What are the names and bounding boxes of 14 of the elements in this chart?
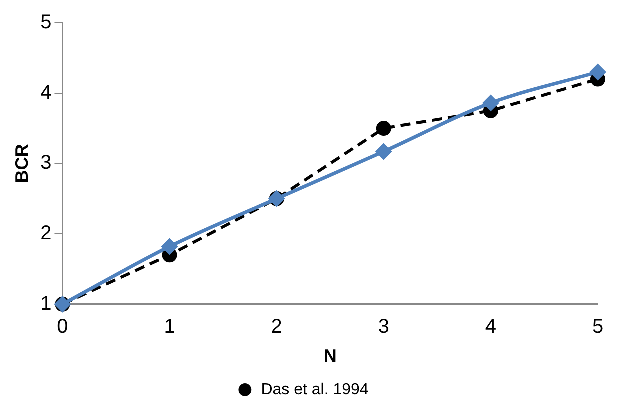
x-tick-label: 0 — [57, 316, 68, 338]
y-tick-label: 2 — [40, 222, 52, 245]
legend-label: Das et al. 1994 — [261, 381, 369, 398]
y-axis-title: BCR — [12, 144, 32, 184]
x-axis-title: N — [324, 346, 337, 366]
y-tick-label: 3 — [40, 152, 52, 174]
x-tick-label: 5 — [592, 316, 604, 338]
x-tick-label: 3 — [378, 316, 390, 338]
y-tick-label: 1 — [40, 292, 52, 315]
y-tick-label: 4 — [40, 82, 52, 104]
y-tick-label: 5 — [40, 12, 52, 34]
x-tick-label: 1 — [164, 316, 176, 338]
x-tick-label: 2 — [271, 316, 282, 338]
x-tick-label: 4 — [485, 316, 497, 338]
